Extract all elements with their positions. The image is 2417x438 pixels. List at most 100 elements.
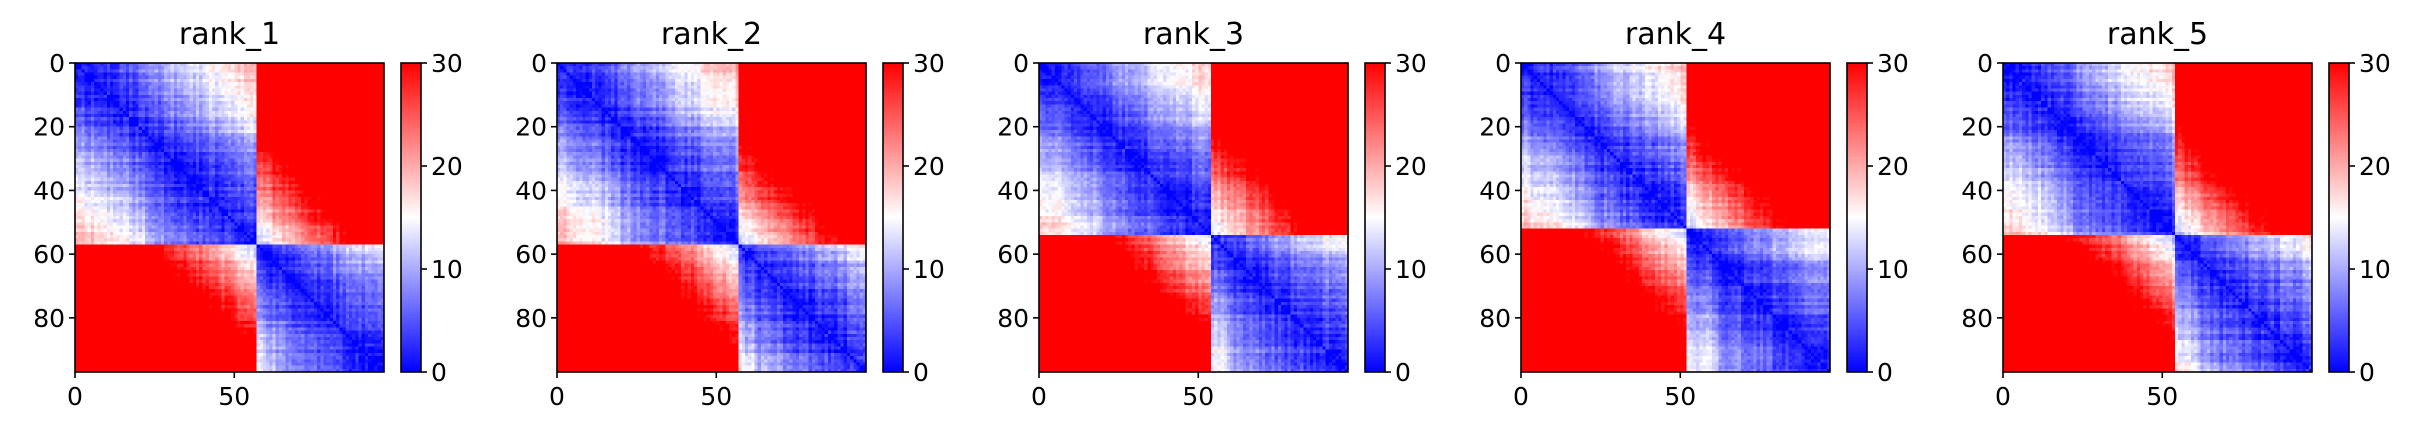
heatmap-cell	[167, 76, 171, 80]
heatmap-cell	[180, 76, 184, 80]
heatmap-cell	[339, 66, 343, 70]
heatmap-cell	[365, 76, 369, 80]
heatmap-cell	[186, 66, 190, 70]
heatmap-cell	[206, 66, 210, 70]
heatmap-cell	[142, 76, 146, 80]
heatmap-cell	[269, 66, 273, 70]
heatmap-cell	[231, 69, 235, 73]
heatmap-cell	[333, 66, 337, 70]
heatmap-cell	[339, 82, 343, 86]
heatmap-cell	[225, 69, 229, 73]
heatmap-cell	[190, 66, 194, 70]
heatmap-cell	[186, 76, 190, 80]
heatmap-cell	[158, 73, 162, 77]
heatmap-cell	[120, 85, 124, 89]
heatmap-cell	[94, 66, 98, 70]
heatmap-cell	[362, 73, 366, 77]
heatmap-cell	[327, 82, 331, 86]
heatmap-cell	[298, 76, 302, 80]
heatmap-cell	[222, 76, 226, 80]
heatmap-cell	[123, 69, 127, 73]
heatmap-cell	[298, 79, 302, 83]
heatmap-cell	[279, 69, 283, 73]
heatmap-cell	[151, 85, 155, 89]
heatmap-cell	[161, 76, 165, 80]
panel-title: rank_1	[179, 17, 280, 52]
heatmap-cell	[244, 82, 248, 86]
heatmap-cell	[177, 79, 181, 83]
heatmap-cell	[295, 69, 299, 73]
heatmap-cell	[148, 69, 152, 73]
heatmap-cell	[266, 69, 270, 73]
heatmap-cell	[269, 69, 273, 73]
heatmap-cell	[215, 82, 219, 86]
heatmap-cell	[202, 66, 206, 70]
heatmap-cell	[359, 69, 363, 73]
heatmap-cell	[333, 76, 337, 80]
heatmap-cell	[234, 69, 238, 73]
heatmap-cell	[285, 66, 289, 70]
heatmap-cell	[113, 76, 117, 80]
heatmap-cell	[180, 73, 184, 77]
heatmap-cell	[113, 66, 117, 70]
heatmap-cell	[257, 76, 261, 80]
heatmap-cell	[132, 69, 136, 73]
heatmap-cell	[241, 66, 245, 70]
heatmap-cell	[266, 73, 270, 77]
heatmap-cell	[352, 69, 356, 73]
heatmap-cell	[374, 76, 378, 80]
heatmap-cell	[260, 69, 264, 73]
heatmap-cell	[253, 82, 257, 86]
heatmap-cell	[288, 79, 292, 83]
heatmap-cell	[132, 66, 136, 70]
heatmap-cell	[85, 79, 89, 83]
heatmap-cell	[139, 79, 143, 83]
heatmap-cell	[336, 76, 340, 80]
heatmap-cell	[314, 69, 318, 73]
heatmap-cell	[295, 76, 299, 80]
heatmap-cell	[177, 73, 181, 77]
heatmap-cell	[349, 76, 353, 80]
heatmap-cell	[241, 76, 245, 80]
heatmap-cell	[228, 76, 232, 80]
heatmap-cell	[359, 66, 363, 70]
heatmap-cell	[355, 73, 359, 77]
heatmap-cell	[110, 85, 114, 89]
heatmap-cell	[186, 79, 190, 83]
heatmap-cell	[97, 79, 101, 83]
heatmap-cell	[151, 73, 155, 77]
heatmap-cell	[148, 66, 152, 70]
heatmap-cell	[298, 73, 302, 77]
heatmap-cell	[292, 79, 296, 83]
heatmap-cell	[253, 66, 257, 70]
heatmap-cell	[129, 73, 133, 77]
heatmap-cell	[104, 79, 108, 83]
heatmap-cell	[282, 73, 286, 77]
heatmap-cell	[209, 66, 213, 70]
heatmap-cell	[104, 85, 108, 89]
heatmap-cell	[209, 82, 213, 86]
heatmap-cell	[314, 82, 318, 86]
heatmap-cell	[333, 69, 337, 73]
heatmap-cell	[241, 82, 245, 86]
heatmap-cell	[279, 82, 283, 86]
heatmap-cell	[292, 66, 296, 70]
heatmap-cell	[91, 69, 95, 73]
heatmap-cell	[257, 79, 261, 83]
heatmap-cell	[330, 82, 334, 86]
heatmap-cell	[343, 82, 347, 86]
heatmap-cell	[308, 66, 312, 70]
heatmap-cell	[260, 73, 264, 77]
heatmap-cell	[180, 69, 184, 73]
heatmap-cell	[145, 79, 149, 83]
heatmap-cell	[260, 66, 264, 70]
heatmap-cell	[263, 76, 267, 80]
heatmap-cell	[244, 76, 248, 80]
heatmap-cell	[371, 79, 375, 83]
heatmap-cell	[228, 66, 232, 70]
heatmap-cell	[113, 73, 117, 77]
heatmap-cell	[288, 73, 292, 77]
heatmap-cell	[323, 79, 327, 83]
heatmap-cell	[151, 69, 155, 73]
